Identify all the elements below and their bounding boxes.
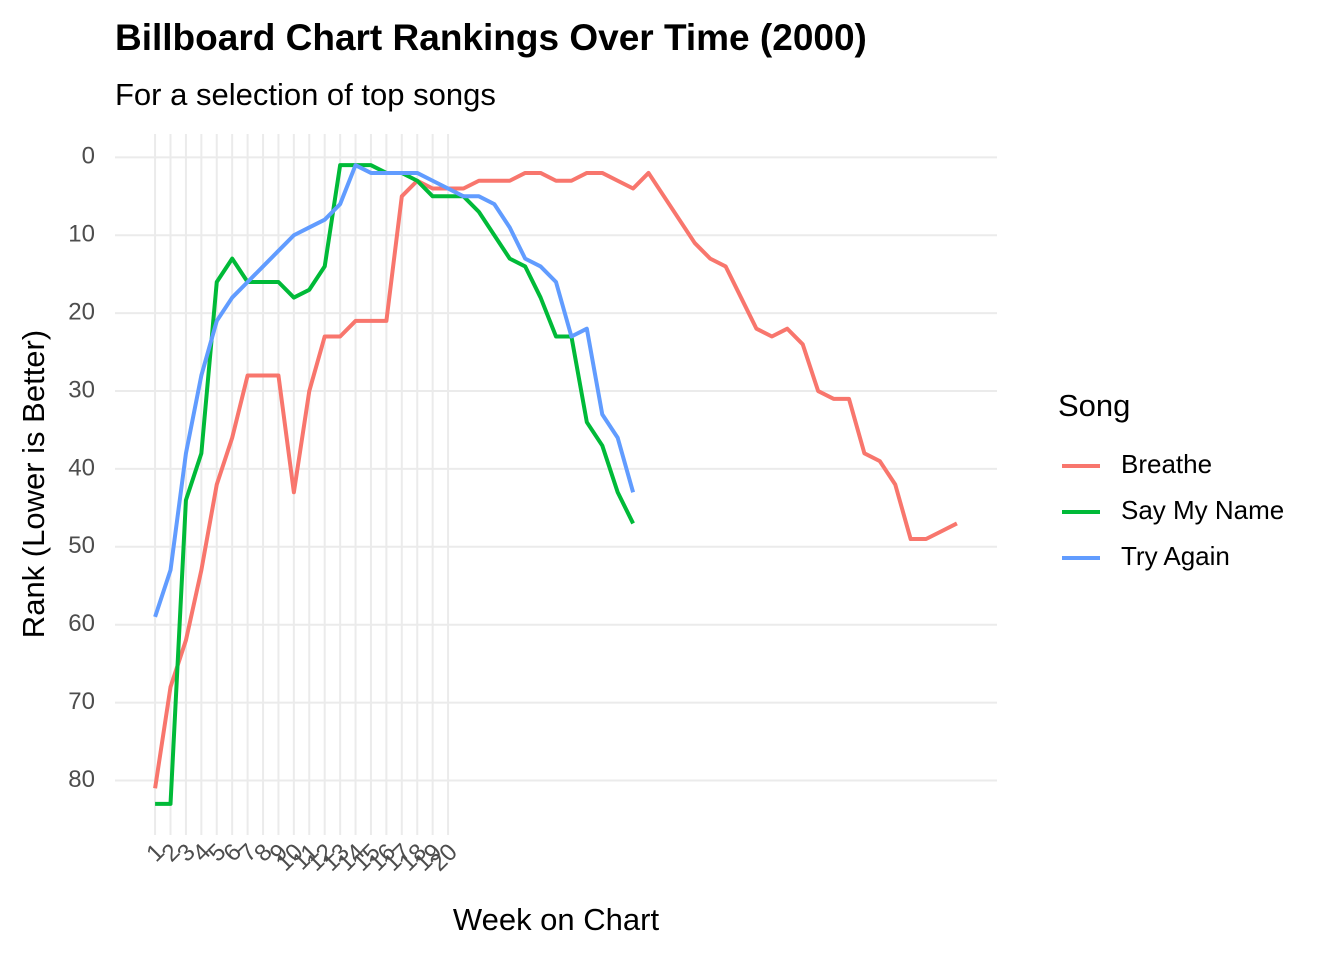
chart-title: Billboard Chart Rankings Over Time (2000…	[115, 17, 867, 58]
y-tick-label: 0	[82, 143, 95, 170]
series-line	[153, 170, 958, 789]
y-tick-label: 80	[68, 766, 95, 793]
legend-title: Song	[1058, 388, 1130, 423]
legend-label: Try Again	[1121, 541, 1230, 571]
y-tick-label: 20	[68, 298, 95, 325]
chart-subtitle: For a selection of top songs	[115, 77, 496, 112]
y-tick-label: 30	[68, 376, 95, 403]
legend-label: Breathe	[1121, 449, 1212, 479]
y-axis-title: Rank (Lower is Better)	[16, 330, 51, 638]
legend-label: Say My Name	[1121, 495, 1284, 525]
y-tick-label: 10	[68, 221, 95, 248]
series-line	[153, 163, 636, 618]
x-axis-title: Week on Chart	[453, 902, 660, 937]
y-tick-label: 50	[68, 532, 95, 559]
y-tick-label: 40	[68, 454, 95, 481]
y-tick-label: 70	[68, 688, 95, 715]
y-tick-label: 60	[68, 610, 95, 637]
